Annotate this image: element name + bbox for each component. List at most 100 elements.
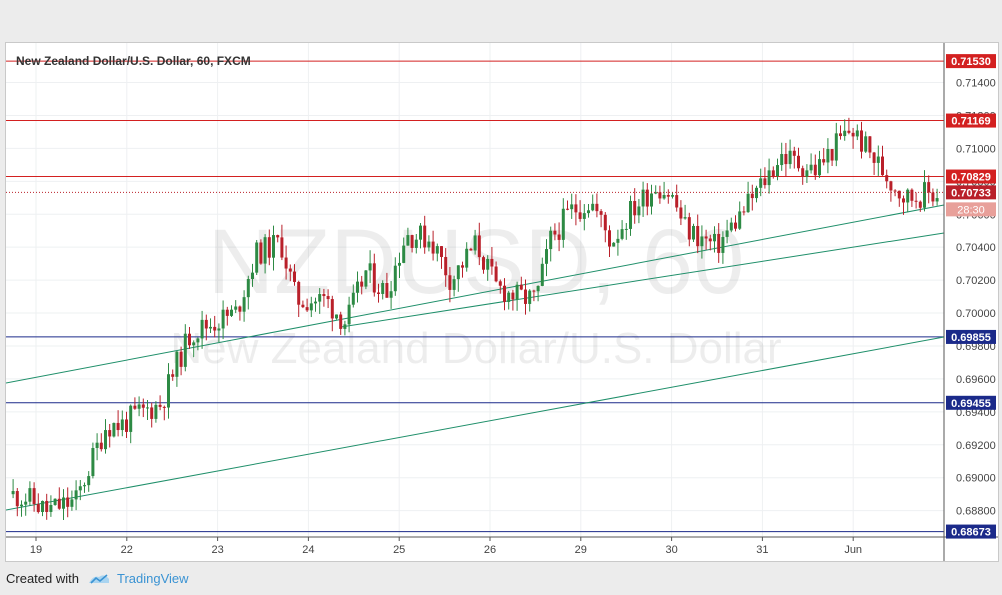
candle-body <box>658 192 662 199</box>
candle-body <box>444 256 448 276</box>
level-label-bg <box>946 113 996 128</box>
candle-body <box>465 248 469 268</box>
candle-body <box>784 154 788 165</box>
candle-body <box>935 198 939 202</box>
x-tick-label: Jun <box>844 544 862 556</box>
candle-body <box>519 284 523 290</box>
candle-body <box>813 164 817 176</box>
grid-lines <box>6 43 944 537</box>
candle-body <box>713 233 716 242</box>
y-tick-label: 0.69800 <box>956 341 996 353</box>
candle-body <box>809 164 813 171</box>
tradingview-logo-icon[interactable] <box>87 571 111 585</box>
level-label-bg <box>946 169 996 184</box>
chart-title: New Zealand Dollar/U.S. Dollar, 60, FXCM <box>16 54 251 68</box>
candle-body <box>49 504 53 512</box>
candle-body <box>599 211 603 215</box>
footer: Created with TradingView <box>6 568 189 588</box>
x-tick-label: 30 <box>665 544 677 556</box>
candle-body <box>70 499 74 507</box>
countdown-label: 28:30 <box>957 204 985 216</box>
candle-body <box>116 422 120 431</box>
candle-body <box>158 404 162 407</box>
trend-line <box>5 204 945 384</box>
candle-body <box>360 281 364 287</box>
created-with-text: Created with <box>6 570 79 586</box>
level-label-bg <box>946 329 996 344</box>
candle-body <box>318 294 322 302</box>
candle-body <box>83 485 86 487</box>
candle-body <box>717 233 721 253</box>
candle-body <box>448 275 452 290</box>
candle-body <box>414 239 418 248</box>
level-label-bg <box>946 524 996 539</box>
candle-body <box>507 292 511 302</box>
candle-body <box>561 208 565 240</box>
candle-body <box>95 442 99 448</box>
candle-body <box>776 165 779 177</box>
candle-body <box>860 130 863 152</box>
candle-body <box>351 292 355 305</box>
x-tick-label: 31 <box>756 544 768 556</box>
candle-body <box>578 212 582 219</box>
candle-body <box>902 198 905 203</box>
watermark-symbol: NZDUSD, 60 <box>208 211 745 313</box>
candle-body <box>120 419 124 431</box>
level-label: 0.69855 <box>951 332 991 344</box>
candle-body <box>53 498 57 505</box>
candle-body <box>91 447 95 477</box>
candle-body <box>511 292 515 300</box>
candle-body <box>608 230 611 247</box>
candle-body <box>641 189 645 207</box>
candle-body <box>398 262 401 266</box>
candle-body <box>171 374 175 377</box>
candle-body <box>881 156 884 176</box>
candle-body <box>725 230 729 237</box>
candlestick-chart[interactable]: NZDUSD, 60 New Zealand Dollar/U.S. Dolla… <box>5 43 998 561</box>
candle-body <box>280 237 284 258</box>
candle-body <box>150 407 154 419</box>
candle-body <box>167 374 170 408</box>
candle-body <box>834 133 838 161</box>
candle-body <box>570 204 574 210</box>
candle-body <box>393 265 397 292</box>
candle-body <box>666 194 670 197</box>
tradingview-link[interactable]: TradingView <box>116 570 189 586</box>
level-label: 0.69455 <box>951 398 991 410</box>
candle-body <box>452 279 456 290</box>
candle-body <box>755 187 758 199</box>
candle-body <box>293 271 296 282</box>
candle-body <box>742 211 746 213</box>
candle-body <box>595 203 599 212</box>
candle-body <box>347 304 351 325</box>
candle-body <box>141 404 145 408</box>
candle-body <box>654 192 658 194</box>
candle-body <box>540 263 544 286</box>
y-tick-label: 0.70400 <box>956 242 996 254</box>
candle-body <box>427 241 431 248</box>
candle-body <box>805 170 809 177</box>
candle-body <box>700 236 704 247</box>
candle-body <box>746 193 750 213</box>
level-label: 0.68673 <box>951 527 991 539</box>
candle-body <box>263 237 267 264</box>
candle-body <box>889 181 893 191</box>
candle-body <box>456 265 460 280</box>
candle-body <box>818 159 821 176</box>
candle-body <box>326 296 330 300</box>
x-tick-label: 24 <box>302 544 314 556</box>
candle-body <box>763 178 767 186</box>
candle-body <box>24 501 28 505</box>
x-tick-label: 26 <box>484 544 496 556</box>
candle-body <box>175 351 179 377</box>
candle-body <box>503 285 506 302</box>
y-tick-label: 0.70200 <box>956 275 996 287</box>
candle-body <box>872 152 876 163</box>
candle-body <box>440 246 443 257</box>
candle-body <box>41 500 44 512</box>
candle-body <box>221 309 225 329</box>
candle-body <box>129 405 133 432</box>
candle-body <box>288 268 292 272</box>
candle-body <box>679 207 683 219</box>
candle-body <box>490 258 494 267</box>
